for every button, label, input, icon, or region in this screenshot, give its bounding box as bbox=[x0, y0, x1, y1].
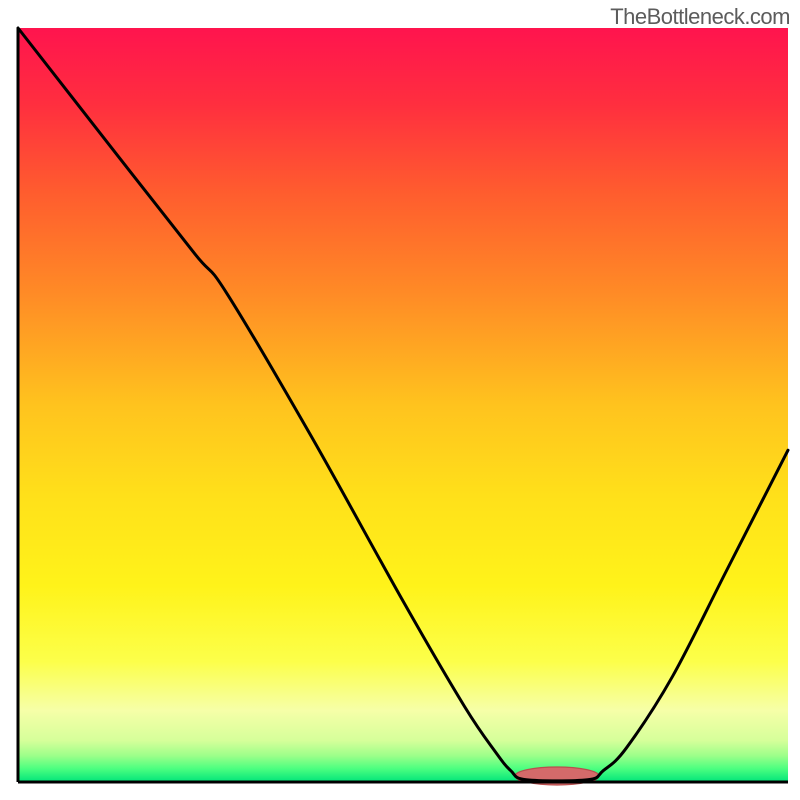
gradient-area bbox=[18, 28, 788, 782]
chart-container: TheBottleneck.com bbox=[0, 0, 800, 800]
bottleneck-chart bbox=[0, 0, 800, 800]
